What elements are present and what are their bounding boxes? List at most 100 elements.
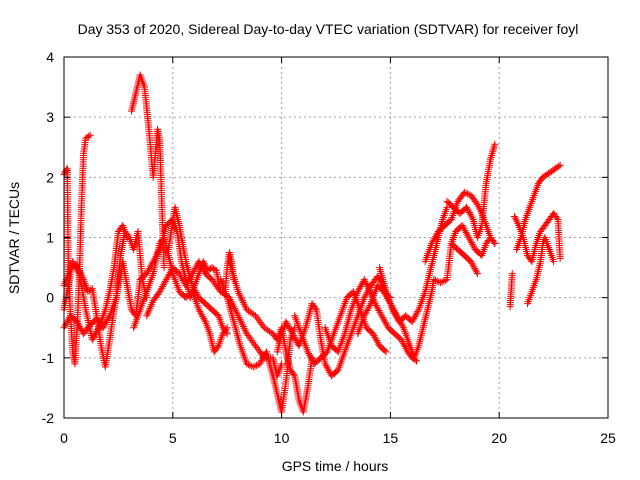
x-tick-label: 15 bbox=[383, 430, 399, 446]
data-point bbox=[491, 140, 499, 148]
data-point bbox=[510, 212, 518, 220]
data-point bbox=[123, 234, 131, 241]
series-trace-21 bbox=[506, 270, 516, 311]
data-point bbox=[473, 200, 481, 208]
data-point bbox=[105, 313, 113, 321]
data-point bbox=[475, 204, 483, 212]
data-point bbox=[362, 279, 370, 287]
x-tick-label: 10 bbox=[274, 430, 290, 446]
y-tick-label: 3 bbox=[46, 109, 54, 125]
data-point bbox=[213, 343, 221, 351]
data-point bbox=[242, 328, 250, 336]
data-point bbox=[238, 295, 246, 303]
chart-title: Day 353 of 2020, Sidereal Day-to-day VTE… bbox=[78, 21, 579, 37]
data-point bbox=[556, 161, 564, 169]
data-point bbox=[514, 220, 522, 228]
data-point bbox=[62, 167, 70, 175]
data-point bbox=[436, 279, 444, 287]
data-point bbox=[230, 303, 238, 311]
data-point bbox=[94, 325, 102, 333]
data-point bbox=[460, 188, 468, 196]
data-point bbox=[473, 268, 481, 276]
series-trace-8 bbox=[130, 234, 231, 356]
series-trace-24 bbox=[523, 234, 558, 308]
data-point bbox=[241, 326, 249, 334]
x-axis-label: GPS time / hours bbox=[282, 458, 389, 474]
series-trace-23 bbox=[513, 161, 564, 254]
data-point bbox=[278, 360, 286, 368]
y-tick-label: -2 bbox=[42, 410, 55, 426]
data-point bbox=[462, 189, 470, 197]
data-point bbox=[476, 206, 484, 214]
data-point bbox=[555, 162, 563, 170]
data-point bbox=[311, 304, 319, 312]
data-point bbox=[473, 270, 481, 278]
series-trace-19 bbox=[443, 140, 499, 241]
data-point bbox=[241, 302, 249, 310]
data-point bbox=[160, 264, 168, 272]
data-point bbox=[550, 258, 558, 266]
data-point bbox=[239, 298, 247, 306]
series-trace-15 bbox=[354, 276, 438, 362]
data-point bbox=[243, 360, 251, 368]
data-point bbox=[86, 131, 94, 139]
data-point bbox=[240, 300, 248, 308]
data-point bbox=[235, 289, 243, 297]
data-point bbox=[250, 311, 258, 319]
y-axis-label: SDTVAR / TECUs bbox=[6, 182, 22, 294]
y-tick-label: 1 bbox=[46, 230, 54, 246]
data-point bbox=[513, 218, 521, 226]
data-point bbox=[468, 214, 476, 222]
data-point bbox=[234, 288, 242, 296]
data-point bbox=[363, 281, 371, 289]
data-point bbox=[259, 322, 267, 330]
series-trace-18 bbox=[430, 221, 499, 287]
data-point bbox=[364, 283, 372, 291]
data-point bbox=[399, 322, 407, 330]
data-point bbox=[251, 362, 259, 370]
data-point bbox=[433, 277, 441, 285]
data-point bbox=[491, 240, 499, 248]
series-trace-22 bbox=[510, 209, 564, 266]
x-tick-label: 0 bbox=[60, 430, 68, 446]
data-point bbox=[231, 306, 239, 314]
data-point bbox=[239, 323, 247, 331]
data-point bbox=[511, 214, 519, 222]
data-point bbox=[553, 214, 561, 222]
series-trace-4 bbox=[60, 221, 131, 344]
data-point bbox=[238, 297, 246, 305]
data-point bbox=[240, 324, 248, 332]
data-point bbox=[464, 190, 472, 198]
tick-labels: 0 5 10 15 20 25 -2 -1 0 1 2 3 4 bbox=[42, 49, 616, 446]
x-tick-label: 5 bbox=[169, 430, 177, 446]
data-point bbox=[290, 370, 298, 378]
series-trace-20 bbox=[447, 240, 481, 278]
data-point bbox=[201, 316, 209, 324]
data-point bbox=[237, 293, 245, 301]
data-point bbox=[236, 315, 244, 323]
data-point bbox=[74, 268, 82, 276]
data-point bbox=[236, 291, 244, 299]
data-point bbox=[222, 325, 230, 333]
data-point bbox=[249, 363, 257, 371]
data-point bbox=[253, 361, 261, 369]
data-point bbox=[430, 276, 438, 284]
data-point bbox=[235, 314, 243, 322]
data-point bbox=[490, 238, 498, 246]
y-tick-label: 0 bbox=[46, 290, 54, 306]
x-tick-label: 25 bbox=[600, 430, 616, 446]
data-point bbox=[512, 216, 520, 224]
series-trace-7 bbox=[164, 203, 231, 338]
x-tick-label: 20 bbox=[491, 430, 507, 446]
data-point bbox=[238, 319, 246, 327]
data-point bbox=[360, 276, 368, 284]
data-point bbox=[438, 278, 446, 286]
data-point bbox=[432, 276, 440, 284]
data-point bbox=[440, 277, 448, 285]
data-point bbox=[556, 255, 564, 263]
data-point bbox=[414, 307, 422, 315]
data-point bbox=[238, 321, 246, 329]
